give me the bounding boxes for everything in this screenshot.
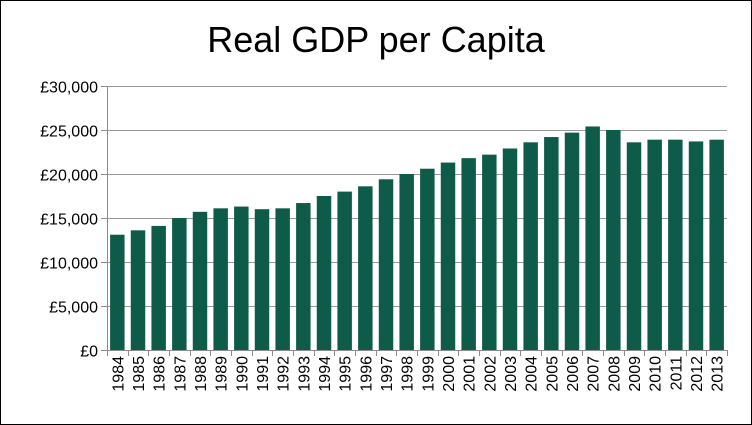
bar-1987 xyxy=(172,218,187,350)
y-tick-label: £10,000 xyxy=(40,256,98,273)
x-tick-label: 1988 xyxy=(193,356,210,392)
bar-1984 xyxy=(110,234,125,350)
bar-1993 xyxy=(296,203,311,350)
x-tick-label: 2006 xyxy=(565,356,582,392)
y-axis-tick-labels: £0 £5,000 £10,000 £15,000 £20,000 £25,000 £30,… xyxy=(40,80,98,361)
gridlines xyxy=(107,86,727,307)
bar-1992 xyxy=(275,208,290,350)
x-tick-label: 1986 xyxy=(152,356,169,392)
y-tick-label: £5,000 xyxy=(49,300,98,317)
y-tick-label: £30,000 xyxy=(40,80,98,97)
bar-1997 xyxy=(378,179,394,350)
bar-2004 xyxy=(523,142,538,350)
bar-2007 xyxy=(585,126,600,350)
y-tick-label: £25,000 xyxy=(40,124,98,141)
bar-1998 xyxy=(399,174,414,350)
x-tick-label: 1998 xyxy=(400,356,417,392)
x-tick-label: 1991 xyxy=(255,356,272,392)
x-tick-label: 2011 xyxy=(668,356,685,391)
x-tick-label: 2000 xyxy=(441,356,458,392)
bar-2003 xyxy=(502,148,518,350)
x-tick-label: 1999 xyxy=(420,356,437,392)
bar-1995 xyxy=(337,191,352,350)
x-tick-label: 2002 xyxy=(482,356,499,392)
y-tick-label: £0 xyxy=(80,344,98,361)
x-tick-label: 2004 xyxy=(524,356,541,392)
x-tick-label: 1994 xyxy=(317,356,334,392)
x-tick-label: 1987 xyxy=(172,356,189,392)
bar-1985 xyxy=(130,230,146,350)
x-tick-label: 1984 xyxy=(110,356,127,392)
x-tick-label: 1996 xyxy=(358,356,375,392)
x-tick-label: 1989 xyxy=(214,356,231,392)
bar-1996 xyxy=(358,186,373,350)
bar-2006 xyxy=(564,132,580,350)
bar-1999 xyxy=(420,168,435,350)
y-tick-label: £20,000 xyxy=(40,168,98,185)
x-tick-label: 2007 xyxy=(586,356,603,392)
bars xyxy=(110,126,724,350)
x-tick-label: 1992 xyxy=(276,356,293,392)
x-tick-label: 2010 xyxy=(648,356,665,392)
x-tick-label: 2005 xyxy=(544,356,561,392)
bar-2005 xyxy=(544,137,559,350)
bar-1988 xyxy=(192,211,208,350)
x-tick-label: 1993 xyxy=(296,356,313,392)
bar-2009 xyxy=(626,142,642,350)
x-tick-label: 2009 xyxy=(627,356,644,392)
bar-2001 xyxy=(461,158,476,350)
x-tick-label: 2012 xyxy=(689,356,706,392)
bar-2012 xyxy=(688,141,704,350)
bar-1990 xyxy=(234,206,249,350)
bar-2013 xyxy=(709,139,724,350)
x-tick-label: 1990 xyxy=(234,356,251,392)
x-tick-label: 1997 xyxy=(379,356,396,392)
bar-1989 xyxy=(213,208,228,350)
chart-title: Real GDP per Capita xyxy=(207,19,545,60)
x-tick-label: 2008 xyxy=(606,356,623,392)
axes xyxy=(101,86,728,356)
bar-2008 xyxy=(606,130,621,350)
x-tick-label: 2013 xyxy=(710,356,727,392)
x-tick-label: 2003 xyxy=(503,356,520,392)
x-axis-tick-labels: 1984 1985 1986 1987 1988 1989 1990 1991 1992 1993… xyxy=(110,356,726,392)
bar-2011 xyxy=(668,139,683,350)
x-tick-label: 2001 xyxy=(462,356,479,392)
bar-2010 xyxy=(647,139,662,350)
bar-1986 xyxy=(151,225,166,350)
y-tick-label: £15,000 xyxy=(40,212,98,229)
bar-2000 xyxy=(440,162,456,350)
bar-2002 xyxy=(482,154,497,350)
bar-1994 xyxy=(316,196,332,350)
bar-1991 xyxy=(254,209,270,350)
x-tick-label: 1985 xyxy=(131,356,148,392)
x-tick-label: 1995 xyxy=(338,356,355,392)
